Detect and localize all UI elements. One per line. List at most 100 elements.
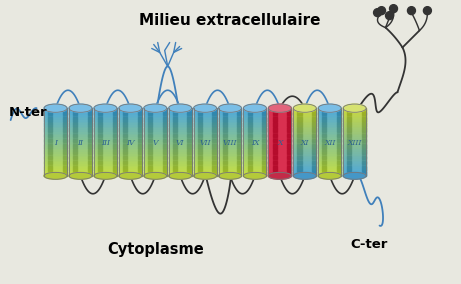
Bar bbox=[73, 125, 77, 127]
Bar bbox=[123, 151, 127, 153]
Bar bbox=[237, 135, 242, 137]
Bar bbox=[48, 161, 52, 163]
Bar bbox=[73, 132, 77, 134]
Bar bbox=[312, 166, 316, 168]
Bar bbox=[113, 147, 117, 149]
Bar bbox=[69, 117, 92, 119]
Bar bbox=[88, 123, 92, 126]
Bar bbox=[262, 152, 266, 154]
Bar bbox=[113, 152, 117, 154]
Bar bbox=[237, 112, 242, 114]
Bar bbox=[188, 161, 192, 163]
Bar bbox=[188, 147, 192, 149]
Bar bbox=[318, 133, 341, 136]
Bar bbox=[123, 149, 127, 151]
Bar bbox=[248, 174, 252, 176]
Bar bbox=[98, 133, 102, 136]
Bar bbox=[119, 110, 142, 112]
Bar bbox=[322, 174, 326, 176]
Ellipse shape bbox=[119, 172, 142, 179]
Bar bbox=[198, 142, 202, 144]
Bar bbox=[188, 166, 192, 168]
Bar bbox=[237, 156, 242, 158]
Bar bbox=[69, 144, 92, 146]
Bar bbox=[123, 171, 127, 173]
Bar bbox=[144, 117, 167, 119]
Bar bbox=[148, 156, 152, 158]
Bar bbox=[223, 171, 227, 173]
Bar bbox=[69, 125, 92, 127]
Bar bbox=[287, 128, 291, 131]
Bar bbox=[293, 115, 316, 117]
Bar bbox=[169, 115, 192, 117]
Ellipse shape bbox=[343, 104, 366, 112]
Bar bbox=[98, 139, 102, 141]
Bar bbox=[312, 147, 316, 149]
Bar bbox=[223, 132, 227, 134]
Bar bbox=[223, 137, 227, 139]
Bar bbox=[237, 117, 242, 119]
Bar bbox=[347, 167, 351, 170]
Bar bbox=[138, 159, 142, 161]
Bar bbox=[262, 169, 266, 171]
Bar bbox=[272, 159, 277, 161]
Bar bbox=[88, 110, 92, 112]
Bar bbox=[322, 171, 326, 173]
Bar bbox=[343, 151, 366, 153]
Bar bbox=[148, 157, 152, 159]
Bar bbox=[69, 164, 92, 166]
Bar bbox=[272, 118, 277, 120]
Bar bbox=[148, 139, 152, 141]
Bar bbox=[144, 169, 167, 171]
Bar bbox=[237, 152, 242, 154]
Circle shape bbox=[385, 12, 394, 20]
Bar bbox=[88, 144, 92, 146]
Bar bbox=[113, 151, 117, 153]
Bar bbox=[362, 127, 366, 129]
Bar bbox=[94, 171, 117, 173]
Bar bbox=[148, 164, 152, 166]
Bar bbox=[73, 171, 77, 173]
Bar bbox=[223, 172, 227, 175]
Bar bbox=[88, 164, 92, 166]
Bar bbox=[169, 167, 192, 170]
Bar bbox=[268, 162, 291, 164]
Bar bbox=[312, 113, 316, 115]
Bar bbox=[119, 147, 142, 149]
Bar bbox=[73, 144, 77, 146]
Bar bbox=[262, 167, 266, 170]
Bar bbox=[322, 172, 326, 175]
Bar bbox=[347, 161, 351, 163]
Bar bbox=[343, 171, 366, 173]
Bar bbox=[173, 110, 177, 112]
Bar bbox=[297, 145, 301, 148]
Bar bbox=[63, 137, 67, 139]
Bar bbox=[63, 117, 67, 119]
Bar bbox=[73, 112, 77, 114]
Bar bbox=[272, 174, 277, 176]
Bar bbox=[343, 130, 366, 132]
Bar bbox=[293, 174, 316, 176]
Bar bbox=[63, 159, 67, 161]
Bar bbox=[312, 122, 316, 124]
Bar bbox=[347, 171, 351, 173]
Bar bbox=[297, 174, 301, 176]
Bar bbox=[98, 120, 102, 122]
Bar bbox=[237, 122, 242, 124]
Bar bbox=[194, 149, 217, 151]
Bar bbox=[148, 152, 152, 154]
Bar bbox=[144, 110, 167, 112]
Text: I: I bbox=[54, 139, 57, 147]
Bar bbox=[322, 162, 326, 164]
Bar bbox=[312, 133, 316, 136]
Bar bbox=[213, 172, 217, 175]
Bar bbox=[123, 162, 127, 164]
Bar bbox=[312, 125, 316, 127]
Bar bbox=[223, 117, 227, 119]
Bar bbox=[148, 162, 152, 164]
Bar bbox=[287, 125, 291, 127]
Bar bbox=[138, 108, 142, 110]
Bar bbox=[148, 140, 152, 143]
Bar bbox=[272, 161, 277, 163]
Bar bbox=[312, 128, 316, 131]
